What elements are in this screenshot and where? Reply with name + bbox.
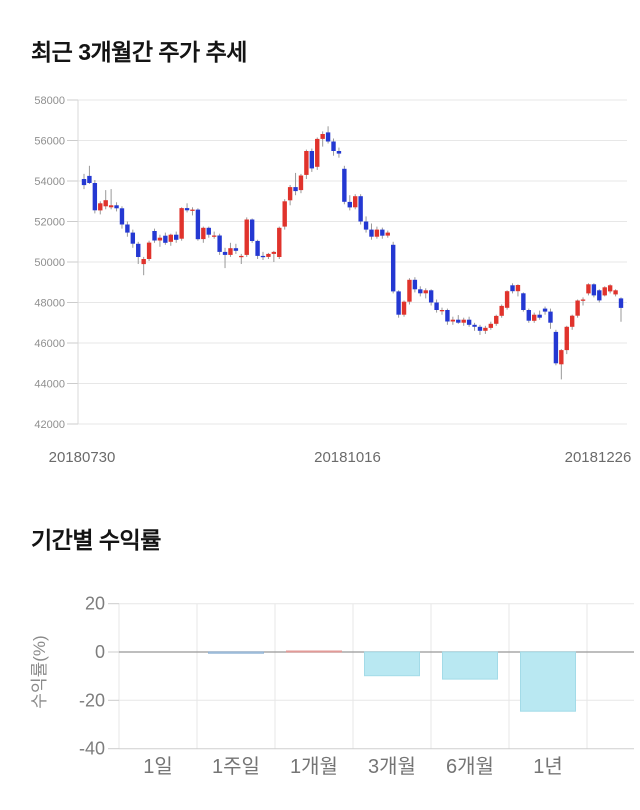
svg-text:0: 0	[95, 642, 105, 662]
svg-text:6개월: 6개월	[446, 755, 494, 778]
price-trend-title: 최근 3개월간 주가 추세	[31, 39, 247, 65]
returns-bar-svg: 20 0 -20 -40 1일 1주일 1개월 3개월 6개월 1년 수익률(%)	[30, 594, 634, 778]
svg-text:1주일: 1주일	[212, 755, 260, 778]
svg-text:3개월: 3개월	[368, 755, 416, 778]
svg-text:20181016: 20181016	[314, 449, 381, 466]
svg-text:44000: 44000	[34, 379, 65, 391]
svg-text:54000: 54000	[34, 176, 65, 188]
svg-text:20: 20	[85, 594, 105, 614]
svg-text:1년: 1년	[533, 755, 563, 778]
svg-text:56000: 56000	[34, 136, 65, 148]
svg-text:1개월: 1개월	[290, 755, 338, 778]
svg-text:52000: 52000	[34, 217, 65, 229]
returns-bar-chart: 20 0 -20 -40 1일 1주일 1개월 3개월 6개월 1년 수익률(%)	[0, 560, 640, 810]
svg-text:-20: -20	[79, 690, 105, 710]
svg-text:58000: 58000	[34, 95, 65, 107]
svg-text:20181226: 20181226	[565, 449, 632, 466]
price-candlestick-chart: 58000 56000 54000 52000 50000 48000 46000 44000…	[0, 80, 640, 480]
svg-text:42000: 42000	[34, 419, 65, 431]
svg-text:46000: 46000	[34, 338, 65, 350]
svg-text:-40: -40	[79, 739, 105, 759]
returns-title: 기간별 수익률	[31, 527, 161, 553]
svg-text:48000: 48000	[34, 298, 65, 310]
price-candlestick-svg: 58000 56000 54000 52000 50000 48000 46000 44000…	[34, 95, 632, 466]
svg-text:20180730: 20180730	[49, 449, 116, 466]
svg-text:수익률(%): 수익률(%)	[30, 635, 49, 708]
svg-text:1일: 1일	[143, 755, 173, 778]
svg-text:50000: 50000	[34, 257, 65, 269]
